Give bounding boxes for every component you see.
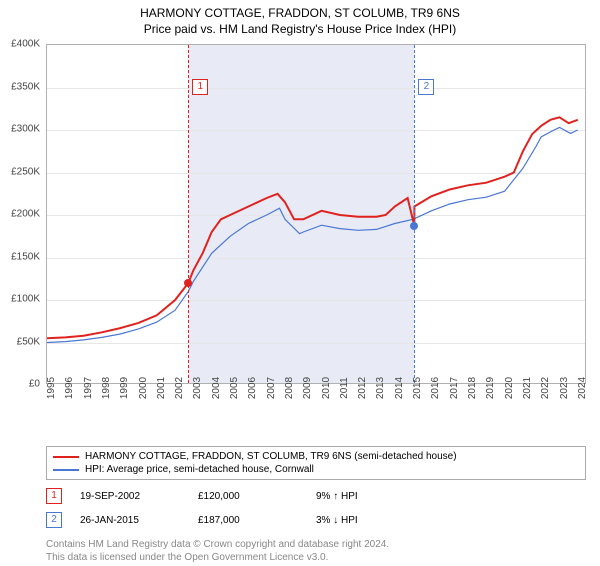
x-tick-label: 2008 [284, 377, 295, 399]
x-tick-label: 2015 [412, 377, 423, 399]
y-tick-label: £100K [11, 294, 40, 305]
x-tick-label: 2021 [522, 377, 533, 399]
x-tick-label: 2024 [577, 377, 588, 399]
footer: Contains HM Land Registry data © Crown c… [46, 538, 600, 564]
y-tick-label: £50K [17, 336, 40, 347]
plot-area: 12 [46, 44, 586, 384]
x-tick-label: 2009 [302, 377, 313, 399]
sale-annotation-row: 1 19-SEP-2002 £120,000 9% ↑ HPI [46, 488, 600, 504]
sale-marker-dot [184, 279, 192, 287]
x-tick-label: 1997 [83, 377, 94, 399]
sale-marker-dot [410, 222, 418, 230]
sale-marker-box: 1 [192, 79, 208, 95]
sale-number-box: 2 [46, 512, 62, 528]
y-tick-label: £400K [11, 39, 40, 50]
series-series2 [47, 127, 578, 342]
x-tick-label: 2013 [375, 377, 386, 399]
x-tick-label: 2020 [504, 377, 515, 399]
x-tick-label: 2016 [430, 377, 441, 399]
x-tick-label: 2002 [174, 377, 185, 399]
sale-price: £120,000 [198, 491, 298, 502]
x-tick-label: 1996 [64, 377, 75, 399]
legend-swatch-2 [53, 469, 79, 471]
x-tick-label: 2014 [394, 377, 405, 399]
x-tick-label: 2003 [192, 377, 203, 399]
x-tick-label: 2010 [321, 377, 332, 399]
x-tick-label: 2022 [540, 377, 551, 399]
x-tick-label: 2007 [266, 377, 277, 399]
sale-annotation-row: 2 26-JAN-2015 £187,000 3% ↓ HPI [46, 512, 600, 528]
footer-line: Contains HM Land Registry data © Crown c… [46, 538, 600, 551]
x-tick-label: 2011 [339, 377, 350, 399]
y-tick-label: £150K [11, 251, 40, 262]
x-tick-label: 2006 [247, 377, 258, 399]
x-tick-label: 2012 [357, 377, 368, 399]
chart-title: HARMONY COTTAGE, FRADDON, ST COLUMB, TR9… [0, 6, 600, 20]
chart: £0£50K£100K£150K£200K£250K£300K£350K£400… [46, 44, 586, 404]
sale-price: £187,000 [198, 515, 298, 526]
sale-marker-line [188, 45, 189, 383]
x-tick-label: 2005 [229, 377, 240, 399]
x-tick-label: 2017 [449, 377, 460, 399]
legend-label: HARMONY COTTAGE, FRADDON, ST COLUMB, TR9… [85, 451, 457, 462]
x-tick-label: 2023 [559, 377, 570, 399]
y-tick-label: £200K [11, 209, 40, 220]
x-tick-label: 2019 [485, 377, 496, 399]
sale-date: 26-JAN-2015 [80, 515, 180, 526]
y-tick-label: £300K [11, 124, 40, 135]
x-tick-label: 2000 [138, 377, 149, 399]
sale-number-box: 1 [46, 488, 62, 504]
sale-marker-box: 2 [418, 79, 434, 95]
x-tick-label: 1995 [46, 377, 57, 399]
chart-subtitle: Price paid vs. HM Land Registry's House … [0, 22, 600, 36]
sale-date: 19-SEP-2002 [80, 491, 180, 502]
series-series1 [47, 117, 578, 338]
x-tick-label: 2018 [467, 377, 478, 399]
sale-marker-line [414, 45, 415, 383]
legend-item: HPI: Average price, semi-detached house,… [53, 464, 579, 475]
y-tick-label: £250K [11, 166, 40, 177]
x-tick-label: 2004 [211, 377, 222, 399]
legend: HARMONY COTTAGE, FRADDON, ST COLUMB, TR9… [46, 446, 586, 480]
legend-item: HARMONY COTTAGE, FRADDON, ST COLUMB, TR9… [53, 451, 579, 462]
x-tick-label: 1998 [101, 377, 112, 399]
chart-lines [47, 45, 587, 385]
y-tick-label: £350K [11, 81, 40, 92]
legend-label: HPI: Average price, semi-detached house,… [85, 464, 314, 475]
sale-pct: 9% ↑ HPI [316, 491, 416, 502]
y-tick-label: £0 [29, 379, 40, 390]
legend-swatch-1 [53, 456, 79, 458]
footer-line: This data is licensed under the Open Gov… [46, 551, 600, 564]
sale-pct: 3% ↓ HPI [316, 515, 416, 526]
x-tick-label: 2001 [156, 377, 167, 399]
x-tick-label: 1999 [119, 377, 130, 399]
